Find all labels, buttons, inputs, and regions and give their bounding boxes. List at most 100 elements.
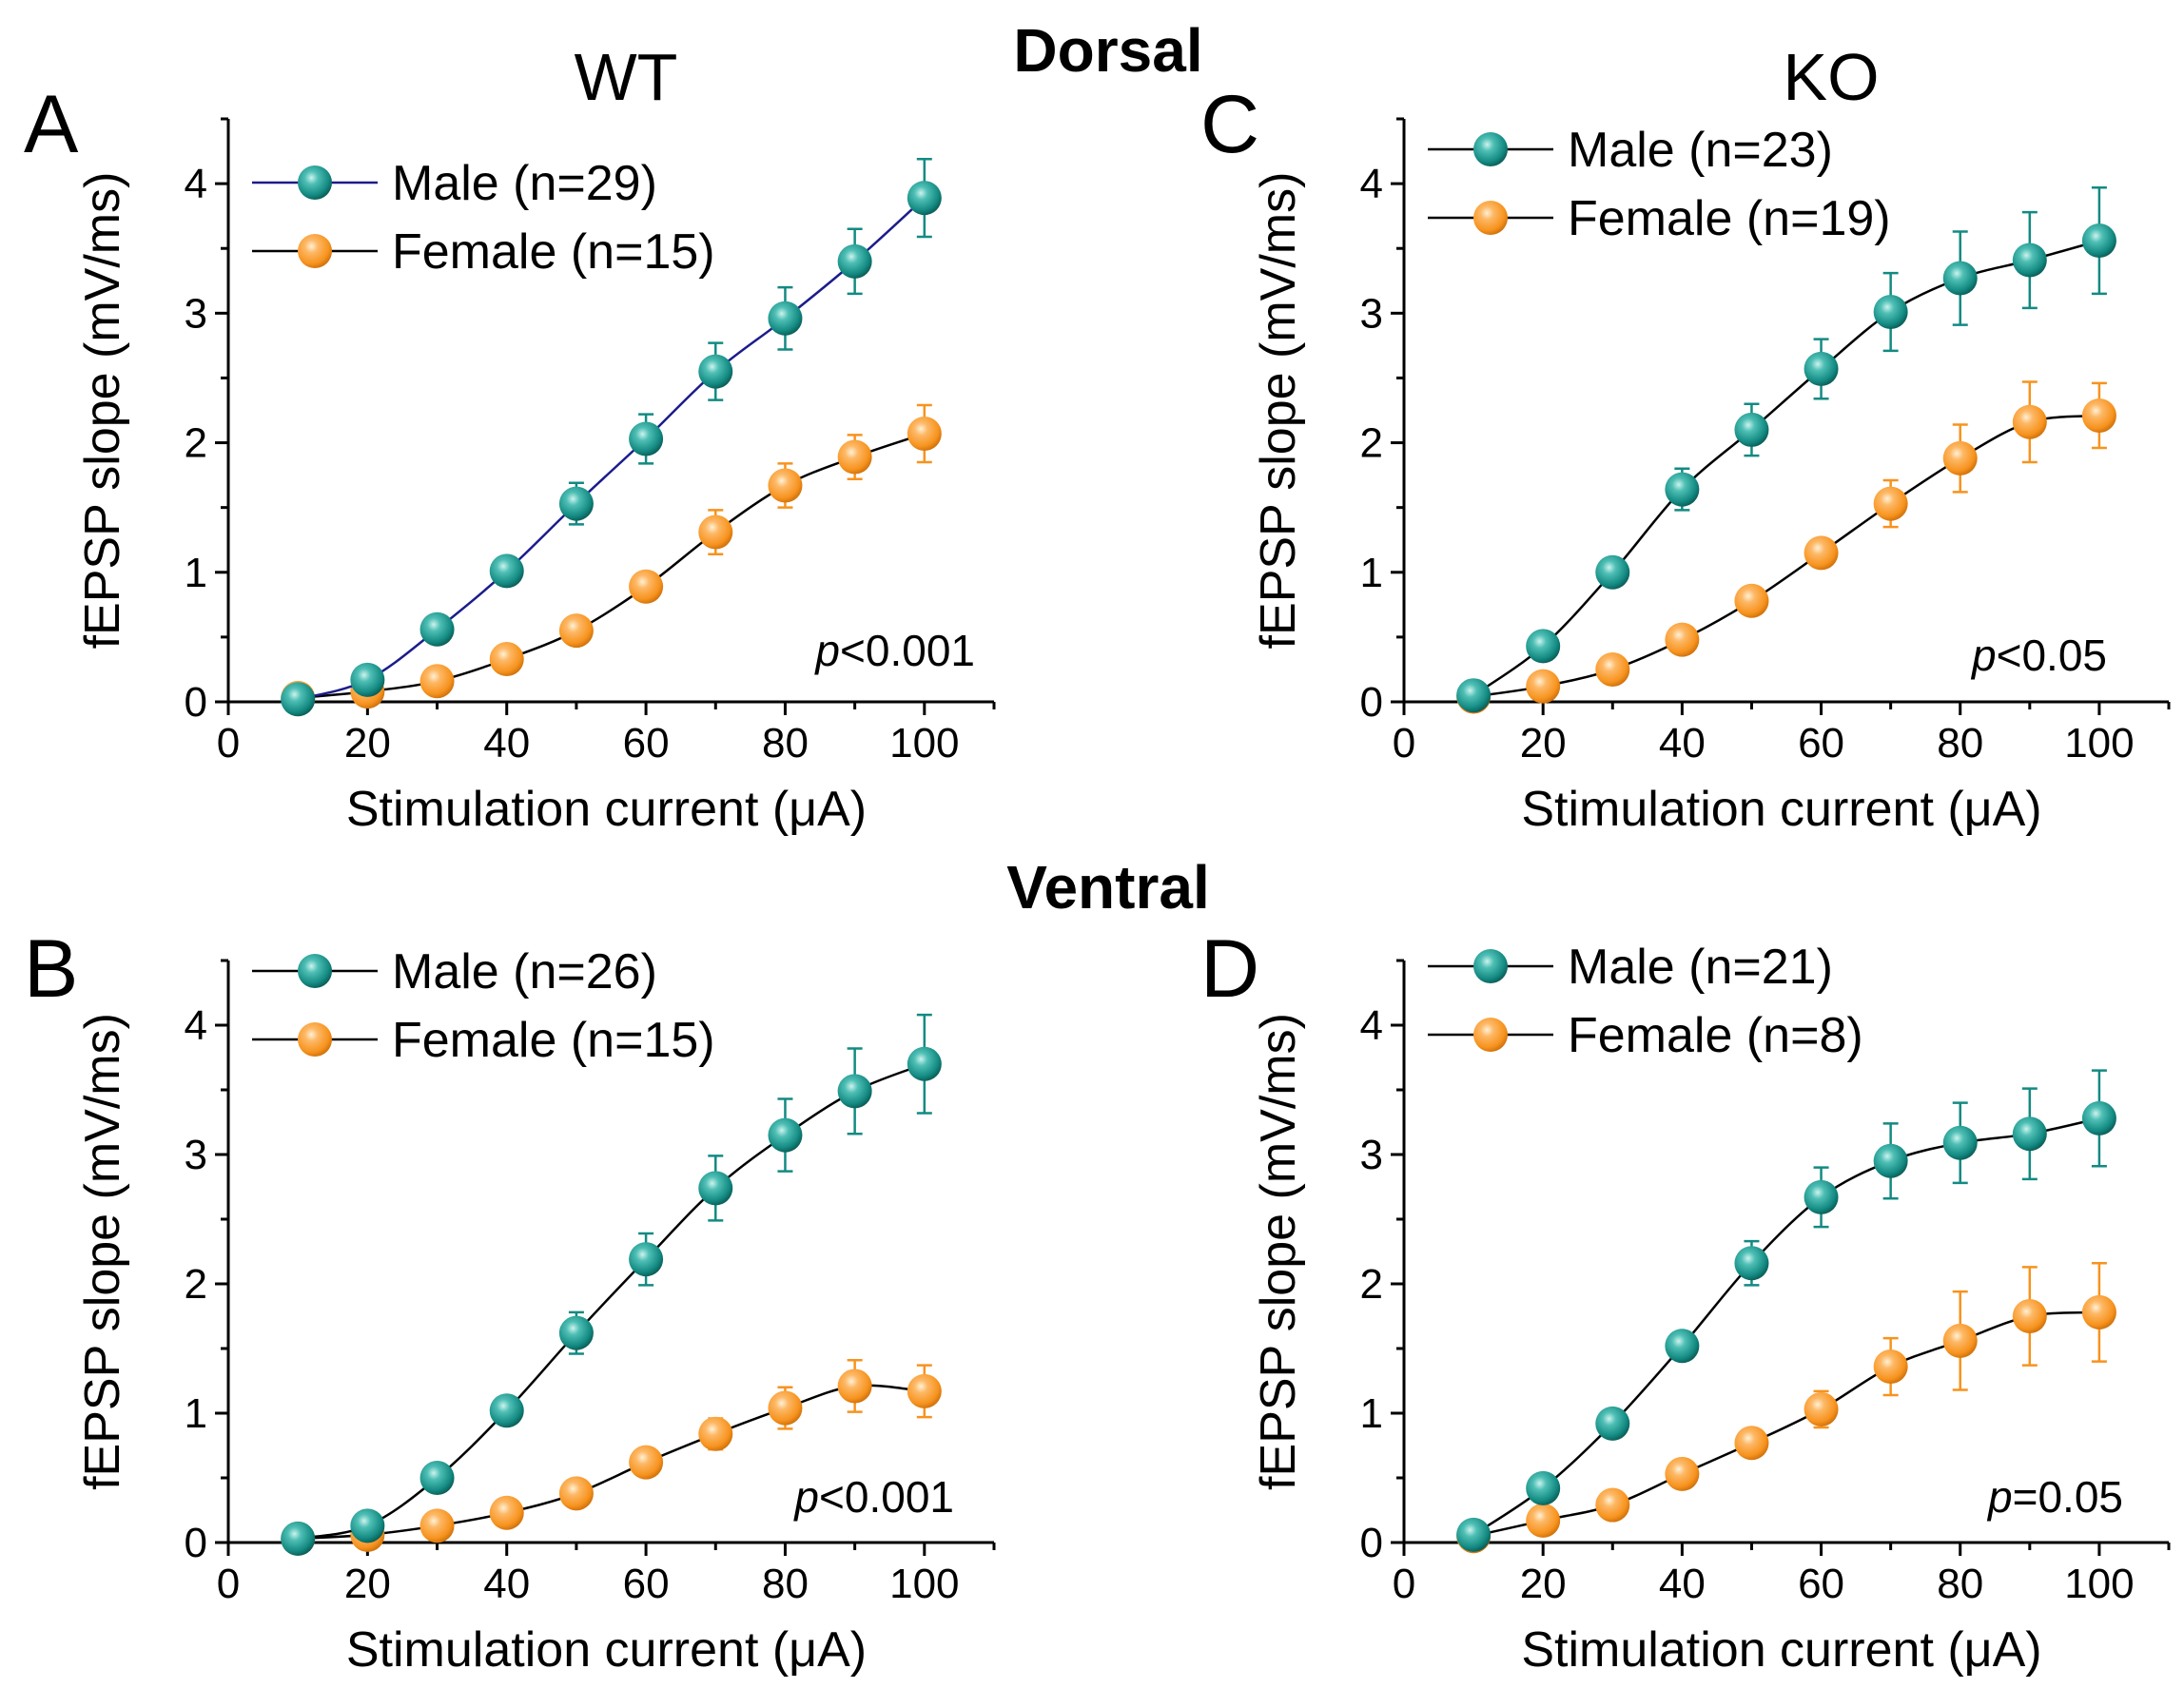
- data-point-female: [768, 1390, 803, 1426]
- data-point-male: [698, 354, 733, 389]
- column-title-ko: KO: [1783, 40, 1879, 114]
- x-tick-label: 0: [1393, 1561, 1415, 1607]
- legend-marker-male: [298, 165, 332, 200]
- x-tick-label: 80: [1937, 720, 1983, 767]
- data-point-male: [1734, 1246, 1769, 1281]
- panel-letter: D: [1200, 923, 1259, 1015]
- x-axis-title: Stimulation current (μA): [346, 1622, 867, 1678]
- data-point-female: [1526, 1503, 1561, 1538]
- panel-letter: B: [24, 923, 78, 1015]
- data-point-male: [907, 181, 942, 216]
- row-title-dorsal: Dorsal: [1013, 16, 1202, 85]
- column-title-wt: WT: [575, 40, 678, 114]
- y-axis-title: fEPSP slope (mV/ms): [1251, 172, 1306, 650]
- data-point-male: [419, 611, 455, 647]
- x-axis-title: Stimulation current (μA): [1521, 1622, 2041, 1678]
- data-point-male: [1804, 1179, 1839, 1214]
- data-point-female: [558, 613, 594, 649]
- x-axis-title: Stimulation current (μA): [1521, 782, 2041, 837]
- x-tick-label: 100: [2064, 720, 2134, 767]
- data-point-male: [281, 682, 316, 717]
- data-point-female: [2081, 1294, 2116, 1330]
- y-tick-label: 3: [185, 1132, 207, 1178]
- data-point-male: [629, 421, 664, 456]
- y-axis-title: fEPSP slope (mV/ms): [1251, 1013, 1306, 1490]
- data-point-female: [2081, 398, 2116, 433]
- legend-label-female: Female (n=8): [1568, 1008, 1863, 1063]
- p-value-annotation: p=0.05: [1986, 1472, 2123, 1522]
- data-point-female: [1734, 583, 1769, 618]
- p-value-annotation: p<0.05: [1970, 631, 2107, 680]
- data-point-male: [2012, 1116, 2047, 1152]
- p-value-text: <0.05: [1997, 631, 2107, 680]
- data-point-male: [1665, 1329, 1700, 1364]
- legend-label-female: Female (n=15): [392, 224, 715, 280]
- data-point-female: [1804, 535, 1839, 571]
- x-tick-label: 60: [1798, 1561, 1844, 1607]
- x-tick-label: 100: [2064, 1561, 2134, 1607]
- data-point-female: [1526, 669, 1561, 704]
- x-tick-label: 80: [762, 720, 809, 767]
- x-tick-label: 0: [1393, 720, 1415, 767]
- legend-label-female: Female (n=15): [392, 1013, 715, 1068]
- y-tick-label: 4: [1360, 1002, 1383, 1049]
- data-point-female: [419, 1508, 455, 1543]
- data-point-female: [489, 642, 524, 677]
- chart-panel-c: C 0 20 40 60 80 100 0 1 2 3 4 Stimulation current (μ…: [1200, 79, 2171, 837]
- chart-panel-d: D 0 20 40 60 80 100 0 1 2 3 4 Stimulation current (μ…: [1200, 923, 2171, 1678]
- legend-marker-female: [1473, 1018, 1508, 1052]
- legend-marker-female: [298, 1022, 332, 1057]
- data-point-male: [837, 243, 872, 279]
- panel-letter: A: [24, 79, 79, 170]
- data-point-female: [2012, 404, 2047, 439]
- data-point-male: [2012, 243, 2047, 278]
- y-tick-label: 4: [185, 161, 207, 207]
- data-point-male: [1804, 351, 1839, 386]
- data-point-female: [837, 1368, 872, 1404]
- p-value-symbol: p: [1970, 631, 1997, 680]
- series-line-male: [297, 197, 926, 701]
- y-tick-label: 4: [1360, 161, 1383, 207]
- p-value-symbol: p: [813, 626, 840, 675]
- series-line-male: [1472, 239, 2100, 697]
- data-point-female: [1734, 1426, 1769, 1461]
- y-tick-label: 1: [185, 550, 207, 596]
- data-point-female: [1942, 1323, 1978, 1358]
- x-tick-label: 40: [1659, 720, 1706, 767]
- data-point-male: [1595, 1406, 1630, 1441]
- x-tick-label: 40: [483, 1561, 530, 1607]
- y-tick-label: 0: [185, 1520, 207, 1566]
- data-point-male: [350, 1508, 385, 1543]
- data-point-female: [489, 1495, 524, 1530]
- y-tick-label: 2: [185, 420, 207, 467]
- data-point-female: [558, 1476, 594, 1511]
- p-value-annotation: p<0.001: [792, 1472, 954, 1522]
- series-line-female: [1472, 1310, 2099, 1538]
- y-tick-label: 0: [1360, 1520, 1383, 1566]
- x-tick-label: 60: [623, 1561, 670, 1607]
- data-point-male: [1526, 1470, 1561, 1505]
- data-point-female: [907, 417, 942, 452]
- data-point-male: [1873, 1143, 1908, 1178]
- data-point-female: [1873, 1349, 1908, 1385]
- series-line-male: [1472, 1116, 2100, 1536]
- data-point-female: [698, 1416, 733, 1451]
- data-point-male: [629, 1242, 664, 1277]
- p-value-text: =0.05: [2013, 1472, 2123, 1522]
- data-point-female: [1665, 622, 1700, 657]
- x-tick-label: 100: [889, 720, 959, 767]
- data-point-male: [2081, 223, 2116, 259]
- legend-marker-female: [298, 234, 332, 268]
- series-line-female: [1472, 414, 2100, 698]
- x-tick-label: 100: [889, 1561, 959, 1607]
- data-point-female: [698, 514, 733, 550]
- data-point-male: [558, 1315, 594, 1350]
- legend-marker-male: [1473, 949, 1508, 983]
- data-point-male: [1456, 1517, 1492, 1552]
- x-tick-label: 60: [1798, 720, 1844, 767]
- legend-marker-male: [298, 954, 332, 988]
- data-point-female: [1804, 1391, 1839, 1427]
- x-axis-title: Stimulation current (μA): [346, 782, 867, 837]
